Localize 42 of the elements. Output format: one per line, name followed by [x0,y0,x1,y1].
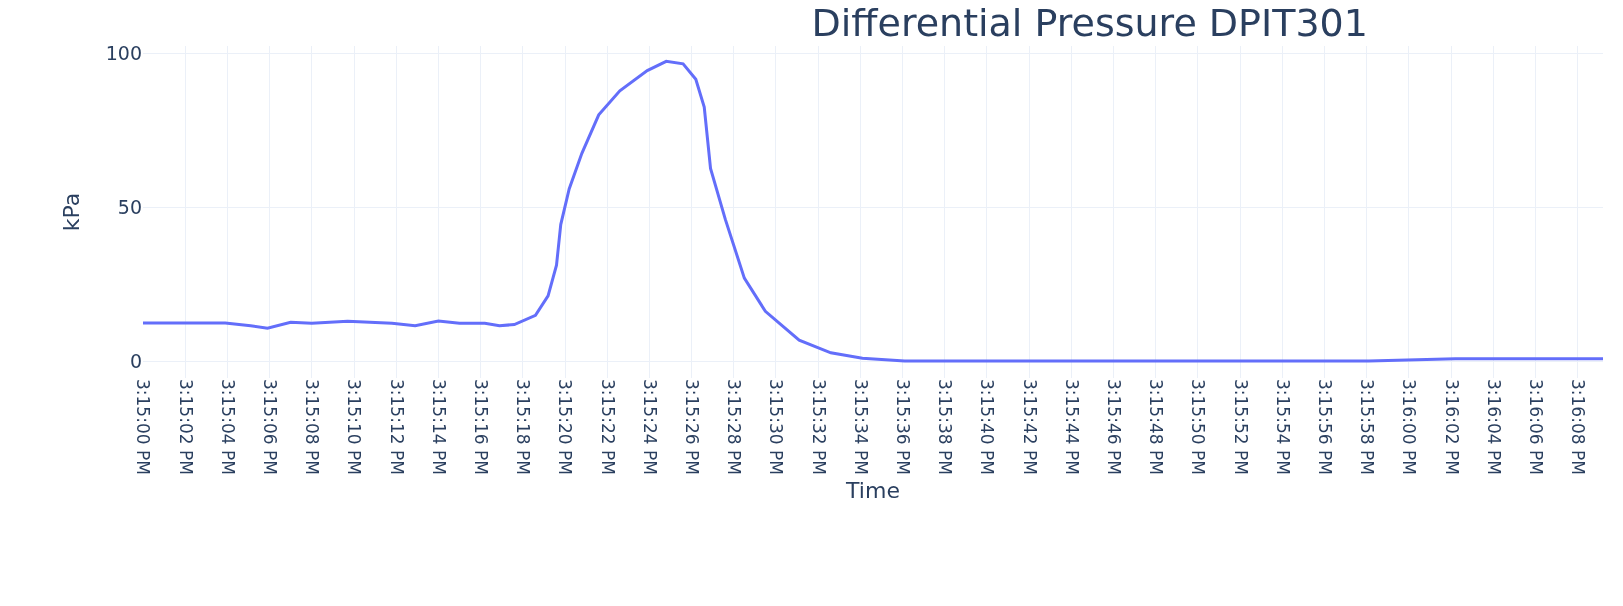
y-axis-title: kPa [58,192,84,232]
x-tick-label: 3:15:04 PM [217,379,238,475]
line-series [143,59,1603,363]
x-tick-label: 3:16:02 PM [1441,379,1462,475]
x-tick-label: 3:15:10 PM [344,379,365,475]
y-tick-label: 0 [129,349,142,372]
x-tick-label: 3:15:36 PM [893,379,914,475]
x-tick-label: 3:15:52 PM [1230,379,1251,475]
x-tick-label: 3:15:50 PM [1188,379,1209,475]
x-tick-label: 3:15:00 PM [133,379,154,475]
x-tick-label: 3:15:58 PM [1357,379,1378,475]
x-tick-label: 3:16:04 PM [1483,379,1504,475]
x-tick-label: 3:16:00 PM [1399,379,1420,475]
x-tick-label: 3:15:26 PM [682,379,703,475]
x-tick-label: 3:15:02 PM [175,379,196,475]
x-tick-label: 3:15:16 PM [471,379,492,475]
x-tick-label: 3:15:48 PM [1146,379,1167,475]
chart-title: Differential Pressure DPIT301 [811,0,1368,45]
x-axis-title: Time [845,477,900,503]
x-tick-label: 3:15:56 PM [1315,379,1336,475]
x-tick-label: 3:15:44 PM [1061,379,1082,475]
x-tick-label: 3:15:32 PM [808,379,829,475]
x-tick-label: 3:15:28 PM [724,379,745,475]
x-tick-label: 3:15:30 PM [766,379,787,475]
x-tick-label: 3:15:20 PM [555,379,576,475]
x-tick-label: 3:16:06 PM [1525,379,1546,475]
x-tick-label: 3:15:42 PM [1019,379,1040,475]
x-tick-label: 3:15:46 PM [1104,379,1125,475]
x-tick-label: 3:15:22 PM [597,379,618,475]
y-tick-label: 100 [105,42,142,65]
x-tick-label: 3:15:38 PM [935,379,956,475]
x-tick-label: 3:15:12 PM [386,379,407,475]
x-tick-label: 3:15:14 PM [428,379,449,475]
x-tick-label: 3:15:40 PM [977,379,998,475]
y-tick-label: 50 [117,196,142,219]
x-tick-label: 3:16:08 PM [1568,379,1589,475]
x-tick-label: 3:15:18 PM [513,379,534,475]
x-tick-label: 3:15:34 PM [850,379,871,475]
x-tick-label: 3:15:54 PM [1272,379,1293,475]
x-tick-label: 3:15:06 PM [260,379,281,475]
x-tick-label: 3:15:08 PM [302,379,323,475]
x-tick-label: 3:15:24 PM [639,379,660,475]
